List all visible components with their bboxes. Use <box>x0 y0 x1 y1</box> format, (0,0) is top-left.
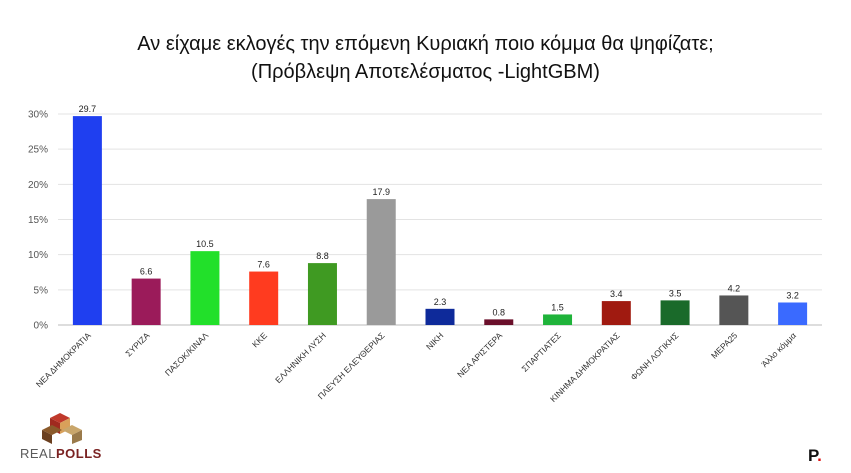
chart-title-line-1: Αν είχαμε εκλογές την επόμενη Κυριακή πο… <box>137 33 714 55</box>
y-tick-label: 30% <box>28 110 48 121</box>
logo-text-real: REAL <box>20 446 56 461</box>
value-label: 29.7 <box>79 104 97 114</box>
bar <box>778 302 808 325</box>
y-tick-label: 25% <box>28 145 48 156</box>
value-label: 10.5 <box>196 239 214 249</box>
category-label: ΣΥΡΙΖΑ <box>123 330 151 358</box>
value-labels: 29.7 6.6 10.5 7.6 8.8 17.9 2.3 0.8 1.5 3.4 3.5 4.2 3… <box>79 104 799 317</box>
category-label: ΝΕΑ ΑΡΙΣΤΕΡΑ <box>455 330 504 379</box>
y-tick-label: 5% <box>34 285 49 296</box>
p-logo-dot: . <box>817 446 822 465</box>
category-label: ΕΛΛΗΝΙΚΗ ΛΥΣΗ <box>273 330 328 385</box>
value-label: 3.2 <box>786 290 799 300</box>
category-label: ΝΙΚΗ <box>424 330 445 351</box>
bar <box>484 319 514 325</box>
category-label: Άλλο κόμμα <box>759 330 798 369</box>
category-labels: ΝΕΑ ΔΗΜΟΚΡΑΤΙΑ ΣΥΡΙΖΑ ΠΑΣΟΚ/ΚΙΝΑΛ ΚΚΕ ΕΛΛΗΝΙ… <box>34 330 798 404</box>
bar <box>660 300 690 325</box>
bars <box>72 116 808 325</box>
realpolls-logo-icon <box>42 413 82 444</box>
value-label: 2.3 <box>434 297 447 307</box>
bar <box>543 314 573 325</box>
category-label: ΚΙΝΗΜΑ ΔΗΜΟΚΡΑΤΙΑΣ <box>548 330 622 404</box>
value-label: 4.2 <box>728 283 741 293</box>
category-label: ΠΛΕΥΣΗ ΕΛΕΥΘΕΡΙΑΣ <box>316 330 387 401</box>
category-label: ΣΠΑΡΤΙΑΤΕΣ <box>519 330 562 373</box>
value-label: 3.5 <box>669 288 682 298</box>
bar <box>366 199 396 325</box>
bar <box>131 278 161 325</box>
logo-text-polls: POLLS <box>55 446 102 461</box>
value-label: 0.8 <box>493 307 506 317</box>
value-label: 17.9 <box>372 187 390 197</box>
y-tick-label: 20% <box>28 180 48 191</box>
category-label: ΝΕΑ ΔΗΜΟΚΡΑΤΙΑ <box>34 330 93 389</box>
value-label: 7.6 <box>257 260 270 270</box>
bar <box>249 271 279 325</box>
value-label: 6.6 <box>140 267 153 277</box>
chart-title: Αν είχαμε εκλογές την επόμενη Κυριακή πο… <box>0 30 851 86</box>
bar <box>190 251 220 325</box>
y-tick-label: 0% <box>34 321 49 332</box>
p-logo-letter: P <box>808 446 818 465</box>
category-label: ΚΚΕ <box>250 330 269 349</box>
bar <box>425 308 455 325</box>
bar <box>72 116 102 325</box>
p-logo: P. <box>808 446 822 466</box>
category-label: ΜΕΡΑ25 <box>709 330 740 361</box>
bar <box>307 263 337 325</box>
y-tick-label: 15% <box>28 215 48 226</box>
value-label: 1.5 <box>551 302 564 312</box>
chart-title-line-2: (Πρόβλεψη Αποτελέσματος -LightGBM) <box>251 61 600 83</box>
category-label: ΦΩΝΗ ΛΟΓΙΚΗΣ <box>628 330 680 382</box>
bar <box>719 295 749 325</box>
category-label: ΠΑΣΟΚ/ΚΙΝΑΛ <box>163 330 211 378</box>
grid-lines <box>58 113 822 326</box>
y-axis-ticks: 0% 5% 10% 15% 20% 25% 30% <box>28 110 48 332</box>
y-tick-label: 10% <box>28 250 48 261</box>
value-label: 8.8 <box>316 251 329 261</box>
value-label: 3.4 <box>610 289 623 299</box>
realpolls-logo-text: REALPOLLS <box>20 446 102 461</box>
bar <box>601 301 631 325</box>
